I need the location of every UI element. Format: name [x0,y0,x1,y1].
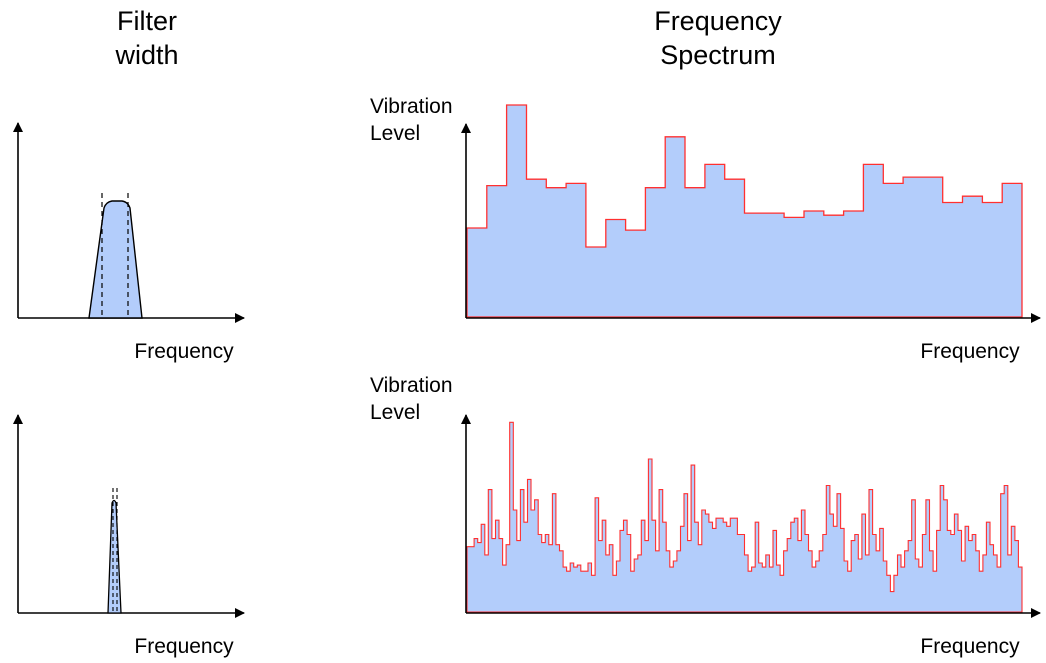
wide-filter-x-label: Frequency [134,340,234,363]
fine-spectrum-y-label-line1: Vibration [370,374,453,397]
coarse-spectrum-y-label-line2: Level [370,122,420,145]
frequency-spectrum-header-line2: Spectrum [660,40,776,70]
frequency-spectrum-header-line1: Frequency [654,6,782,36]
fine-spectrum-x-label: Frequency [920,635,1020,658]
fine-spectrum-area [466,421,1023,613]
wide-filter-shape [88,200,143,319]
filter-width-header-line1: Filter [117,6,177,36]
narrow-filter-shape [107,499,122,614]
narrow-filter-x-label: Frequency [134,635,234,658]
coarse-spectrum-y-label-line1: Vibration [370,95,453,118]
coarse-spectrum-panel: Vibration Level Frequency [370,95,1041,363]
filter-width-header-line2: width [114,40,178,70]
fine-spectrum-panel: Vibration Level Frequency [370,374,1041,658]
coarse-spectrum-x-label: Frequency [920,340,1020,363]
fine-spectrum-y-label-line2: Level [370,401,420,424]
wide-filter-panel: Frequency [13,122,245,363]
coarse-spectrum-area [466,104,1023,318]
narrow-filter-panel: Frequency [13,414,245,658]
